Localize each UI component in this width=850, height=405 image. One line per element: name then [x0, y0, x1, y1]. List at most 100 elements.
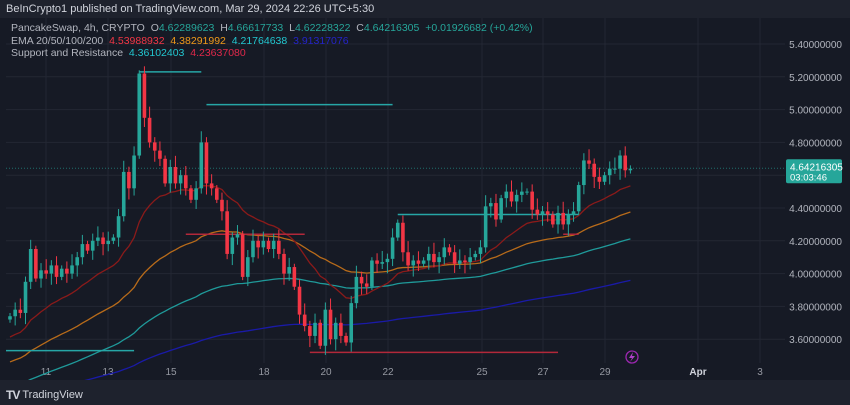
- candle-body: [380, 262, 385, 264]
- candle: [116, 208, 121, 247]
- footer-brand[interactable]: TradingView: [22, 389, 83, 401]
- candle: [390, 228, 395, 267]
- candle: [349, 295, 354, 352]
- candle: [437, 251, 441, 274]
- candle-body: [628, 168, 633, 171]
- candle: [416, 251, 421, 271]
- candle-body: [209, 183, 214, 189]
- candle: [530, 184, 534, 219]
- candle: [18, 298, 23, 319]
- candle-body: [106, 240, 111, 245]
- candle: [183, 166, 188, 196]
- candle-body: [504, 191, 509, 199]
- candle-body: [406, 252, 410, 266]
- change-value: +0.01926682 (+0.42%): [425, 22, 533, 34]
- candle-body: [189, 188, 193, 200]
- chart-svg[interactable]: 5.40000000 5.20000000 5.00000000 4.80000000…: [0, 18, 850, 399]
- candle: [90, 233, 95, 260]
- candle: [251, 229, 255, 263]
- candle-body: [432, 253, 436, 263]
- candle-body: [566, 214, 571, 225]
- candle: [230, 232, 235, 266]
- candle: [70, 254, 74, 279]
- candle-body: [483, 206, 488, 248]
- candle: [406, 241, 410, 271]
- candle-body: [390, 237, 395, 259]
- candle-body: [142, 73, 147, 118]
- candle: [385, 253, 390, 274]
- candle-body: [530, 191, 534, 210]
- candle: [478, 240, 483, 264]
- candle: [204, 137, 209, 195]
- candle: [582, 153, 586, 195]
- candle: [142, 66, 147, 127]
- candle-body: [220, 199, 224, 212]
- candle: [271, 233, 276, 259]
- candle-body: [132, 155, 136, 189]
- candle-body: [246, 257, 250, 277]
- candle: [34, 245, 38, 282]
- candle-body: [489, 203, 493, 207]
- candle-body: [607, 168, 612, 176]
- ema-label[interactable]: EMA 20/50/100/200: [11, 34, 104, 47]
- candle: [473, 250, 478, 261]
- candle-body: [447, 247, 452, 253]
- candle: [525, 188, 529, 195]
- candle-body: [349, 303, 354, 343]
- candle-body: [230, 237, 235, 254]
- candle-body: [183, 175, 188, 189]
- candle: [545, 202, 550, 222]
- candle-body: [70, 265, 74, 274]
- low-value: 4.62228322: [294, 22, 351, 34]
- candle: [209, 174, 214, 196]
- candle: [520, 182, 524, 203]
- candle: [395, 219, 400, 241]
- candle: [189, 185, 193, 204]
- candle-body: [556, 212, 560, 225]
- candle: [261, 231, 266, 255]
- candle: [452, 245, 457, 273]
- candle-body: [80, 244, 85, 258]
- lightning-bolt: [629, 352, 635, 362]
- price-tick-label: 3.60000000: [789, 335, 842, 346]
- candle: [121, 160, 126, 222]
- candle: [587, 149, 591, 169]
- candle: [256, 235, 260, 259]
- candle-body: [287, 267, 291, 274]
- sr-label[interactable]: Support and Resistance: [11, 47, 124, 59]
- candle: [370, 257, 374, 290]
- candle: [59, 265, 64, 281]
- ema200-value: 3.91317076: [293, 34, 349, 47]
- candle: [556, 205, 560, 234]
- ema20-line: [9, 185, 631, 338]
- candle: [246, 249, 250, 287]
- candle: [215, 185, 219, 204]
- candle-body: [308, 326, 312, 336]
- price-tick-label: 4.40000000: [789, 204, 842, 215]
- symbol-name[interactable]: PancakeSwap, 4h, CRYPTO: [11, 22, 145, 34]
- candle: [411, 255, 416, 277]
- candle: [468, 248, 472, 270]
- time-tick-label: 20: [320, 367, 332, 378]
- current-price-badge: [786, 159, 842, 184]
- candle: [194, 181, 198, 209]
- candle: [173, 155, 178, 189]
- candle: [509, 180, 514, 207]
- candle: [561, 201, 565, 230]
- tradingview-logo-icon[interactable]: TV: [6, 388, 20, 402]
- candle: [571, 202, 576, 222]
- candle-body: [359, 276, 364, 284]
- candle: [225, 200, 229, 260]
- ema100-value: 4.21764638: [231, 34, 288, 47]
- candle-body: [623, 155, 628, 171]
- time-tick-label: 3: [757, 367, 763, 378]
- chart-area[interactable]: 5.40000000 5.20000000 5.00000000 4.80000000…: [0, 18, 850, 399]
- candle-body: [561, 212, 565, 225]
- candle-body: [587, 160, 591, 164]
- price-tick-label: 4.80000000: [789, 138, 842, 149]
- candle-body: [65, 268, 69, 274]
- candle: [292, 263, 297, 290]
- price-axis: [785, 18, 850, 380]
- candle-body: [34, 249, 38, 279]
- candle: [447, 244, 452, 256]
